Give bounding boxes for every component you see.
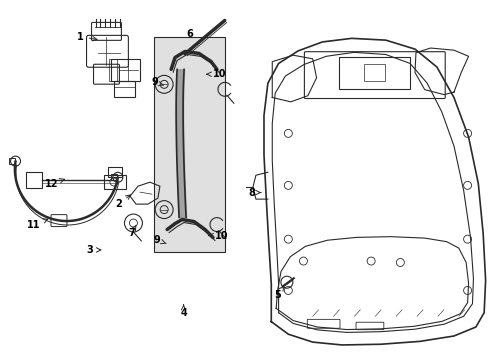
Text: 9: 9 — [151, 77, 163, 87]
Bar — [154, 37, 224, 252]
Text: 6: 6 — [186, 29, 193, 39]
Bar — [108, 59, 116, 81]
Bar — [113, 81, 135, 96]
Bar — [364, 64, 385, 81]
Text: 3: 3 — [86, 245, 101, 255]
Text: 4: 4 — [180, 305, 186, 318]
Text: 2: 2 — [115, 195, 130, 210]
Bar — [26, 172, 42, 188]
Bar — [108, 167, 122, 177]
Text: 11: 11 — [27, 219, 48, 230]
Bar — [339, 57, 409, 89]
Text: 10: 10 — [208, 231, 228, 240]
Text: 7: 7 — [128, 225, 136, 238]
Bar — [110, 59, 140, 81]
Bar — [9, 158, 15, 164]
Text: 1: 1 — [77, 32, 97, 41]
Text: 9: 9 — [154, 235, 166, 245]
Text: 12: 12 — [45, 179, 64, 189]
Text: 5: 5 — [274, 286, 283, 300]
Bar — [104, 175, 125, 189]
Bar — [111, 174, 117, 180]
Text: 10: 10 — [206, 69, 226, 79]
Text: 8: 8 — [248, 188, 260, 198]
